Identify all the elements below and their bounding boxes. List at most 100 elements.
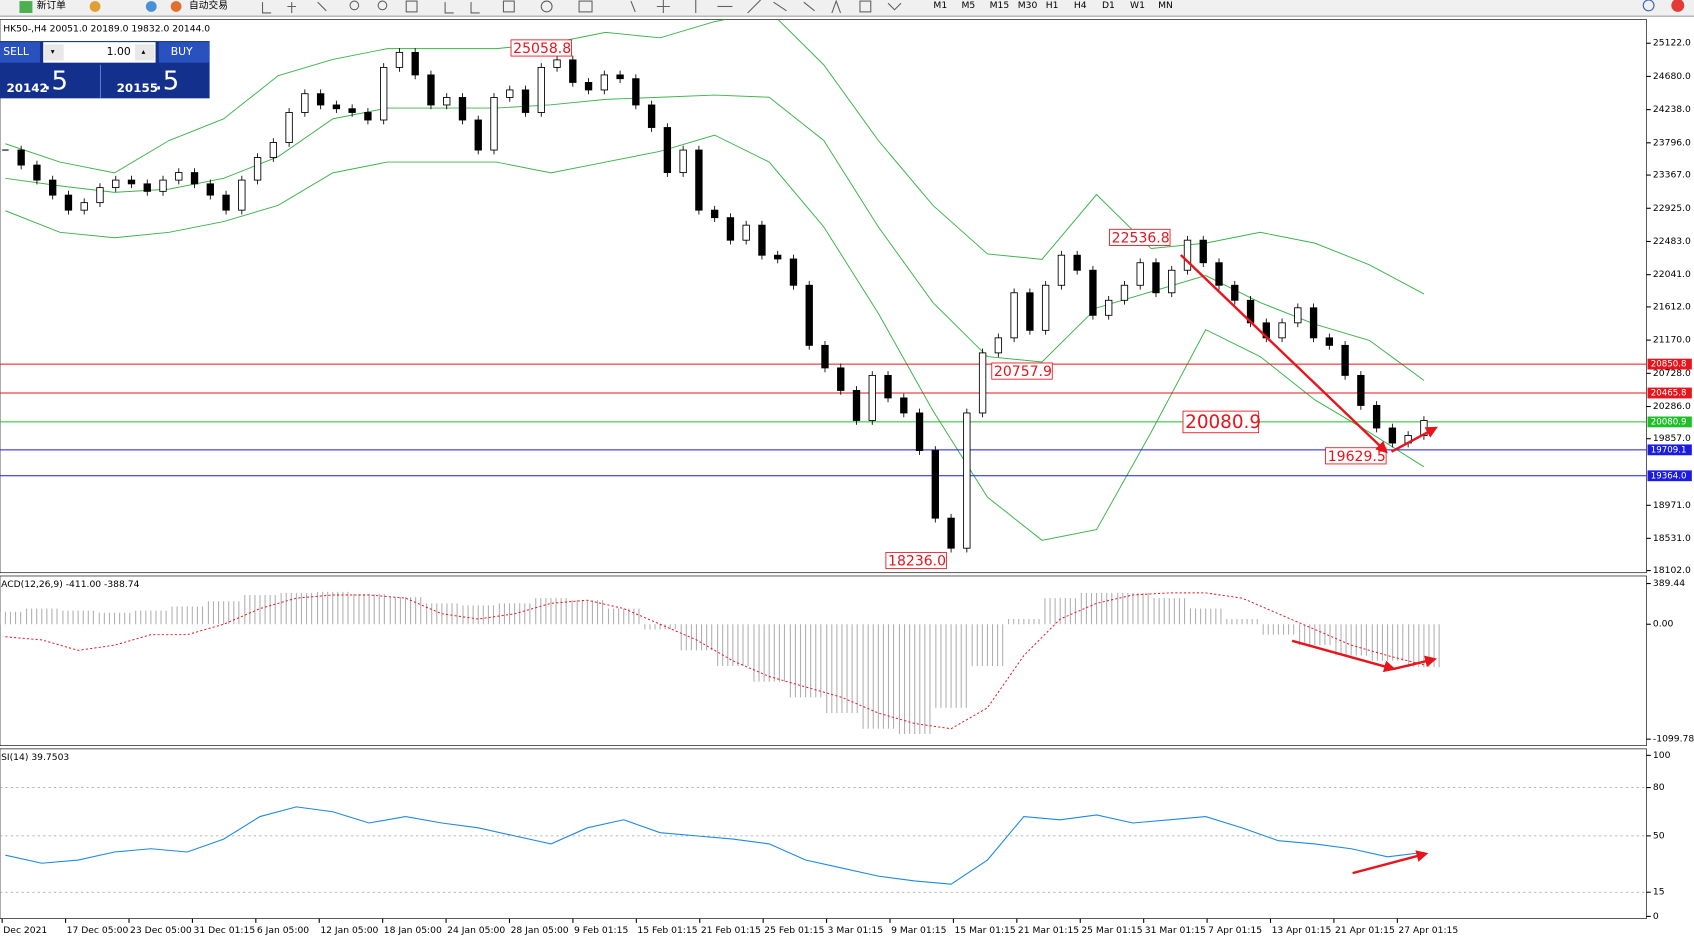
candle — [616, 74, 624, 80]
axes: 25122.0 24680.0 24238.0 23796.0 23367.0 22925… — [1, 38, 1694, 936]
level-tag — [1647, 358, 1692, 370]
buy-button[interactable] — [158, 42, 210, 63]
search-icon[interactable] — [1642, 0, 1655, 12]
lot-value: 1.00 — [107, 45, 131, 58]
y-tick-label: 18102.0 — [1653, 565, 1691, 576]
candle — [931, 450, 939, 519]
candle — [915, 412, 924, 451]
trend-arrows — [1180, 254, 1438, 875]
candle — [1010, 292, 1018, 339]
candle — [506, 89, 514, 98]
candle — [1073, 254, 1081, 271]
candle — [1120, 284, 1129, 301]
price-annotation: 22536.8 — [1112, 231, 1170, 247]
icon[interactable] — [145, 1, 157, 12]
new-order-icon[interactable] — [19, 1, 33, 13]
x-tick-label: 28 Jan 05:00 — [511, 925, 569, 936]
macd-plot — [0, 591, 1440, 734]
candle — [96, 187, 104, 204]
candle — [143, 183, 151, 192]
y-tick-label: 22483.0 — [1653, 236, 1691, 247]
notification-icon[interactable] — [1671, 0, 1685, 12]
candle — [1278, 322, 1286, 339]
candle — [1372, 405, 1381, 429]
candle — [1294, 307, 1302, 324]
y-tick-label: 80 — [1653, 782, 1665, 793]
candle — [553, 59, 561, 68]
x-tick-label: 9 Feb 01:15 — [574, 925, 628, 936]
svg-text:▴: ▴ — [142, 47, 146, 56]
price-annotation: 18236.0 — [888, 554, 946, 570]
timeframe-button[interactable]: M15 — [990, 0, 1010, 11]
timeframe-button[interactable]: H1 — [1046, 0, 1059, 11]
x-tick-label: 9 Mar 01:15 — [891, 925, 947, 936]
y-tick-label: 24238.0 — [1653, 104, 1691, 115]
buy-label: BUY — [171, 45, 193, 58]
candle — [963, 412, 971, 549]
trade-panel: SELL ▾ ▴ 1.00 BUY 20142 .5 20155 .5 — [0, 41, 210, 99]
y-tick-label: 0.00 — [1653, 619, 1674, 630]
candle — [868, 374, 876, 421]
timeframe-button[interactable]: W1 — [1130, 0, 1145, 11]
x-tick-label: 6 Jan 05:00 — [257, 925, 309, 936]
candle — [695, 149, 703, 211]
candle — [395, 51, 404, 68]
buy-price-fraction: .5 — [154, 67, 179, 97]
auto-trading-icon[interactable] — [170, 1, 182, 12]
candle — [458, 97, 467, 121]
main-chart-panel — [0, 19, 1647, 574]
new-order-button[interactable]: 新订单 — [37, 0, 66, 11]
rsi-label: SI(14) 39.7503 — [1, 752, 69, 763]
price-annotation-box — [1182, 410, 1260, 434]
y-tick-label: 100 — [1653, 750, 1671, 761]
auto-trading-button[interactable]: 自动交易 — [189, 0, 228, 11]
candle — [190, 172, 199, 185]
candle — [805, 284, 813, 346]
level-tag-label: 20850.8 — [1651, 360, 1687, 370]
macd-panel — [0, 575, 1647, 746]
candle — [584, 82, 593, 91]
timeframe-button[interactable]: M5 — [962, 0, 976, 11]
price-plot: 25058.8 22536.8 20757.9 20080.9 19629.5 18236… — [0, 19, 1647, 570]
level-tag — [1647, 444, 1692, 456]
y-tick-label: 20728.0 — [1653, 368, 1691, 379]
candle — [17, 149, 25, 166]
x-tick-label: 18 Jan 05:00 — [384, 925, 442, 936]
timeframe-button[interactable]: M30 — [1018, 0, 1038, 11]
icon[interactable] — [89, 1, 101, 12]
candle — [301, 93, 309, 113]
candle — [285, 112, 293, 143]
candle — [600, 74, 609, 91]
candle — [316, 93, 325, 106]
timeframe-button[interactable]: D1 — [1102, 0, 1115, 11]
timeframe-button[interactable]: M1 — [933, 0, 947, 11]
lot-input[interactable] — [43, 42, 156, 63]
candle — [490, 97, 498, 151]
candle — [647, 104, 656, 128]
toolbar-icons[interactable] — [261, 0, 902, 14]
candle — [1325, 337, 1334, 346]
x-tick-label: 21 Apr 01:15 — [1335, 925, 1395, 936]
sell-price-fraction: .5 — [43, 67, 68, 97]
y-tick-label: 19857.0 — [1653, 433, 1691, 444]
timeframe-bar: M1 M5 M15 M30 H1 H4 D1 W1 MN — [933, 0, 1172, 11]
sell-button[interactable] — [0, 42, 40, 63]
candle — [1199, 239, 1207, 264]
y-tick-label: 18531.0 — [1653, 533, 1691, 544]
level-tag — [1647, 416, 1692, 428]
candle — [206, 183, 214, 196]
candle — [1057, 254, 1066, 286]
x-tick-label: 3 Mar 01:15 — [828, 925, 884, 936]
candle — [994, 337, 1003, 354]
candle — [332, 104, 341, 110]
x-tick-label: 7 Apr 01:15 — [1208, 925, 1262, 936]
x-tick-label: 15 Mar 01:15 — [954, 925, 1015, 936]
timeframe-button[interactable]: MN — [1158, 0, 1173, 11]
price-annotation-box — [1109, 228, 1171, 246]
x-tick-label: 27 Apr 01:15 — [1398, 925, 1458, 936]
candle — [348, 108, 356, 113]
x-tick-label: 13 Apr 01:15 — [1272, 925, 1332, 936]
timeframe-button[interactable]: H4 — [1074, 0, 1087, 11]
candle — [253, 157, 262, 181]
